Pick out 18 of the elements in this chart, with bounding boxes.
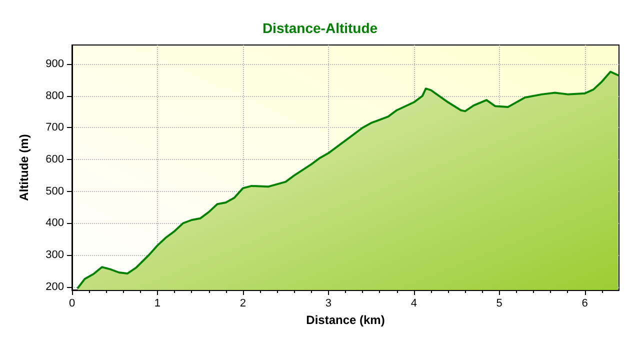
x-tick-label: 4: [410, 298, 417, 310]
y-tick-label: 700: [46, 122, 64, 134]
x-tick-label: 0: [68, 298, 76, 310]
y-tick-label: 600: [46, 154, 64, 166]
y-tick-label: 300: [46, 249, 64, 261]
y-tick-label: 400: [46, 217, 64, 230]
y-tick-label: 500: [46, 185, 64, 198]
x-tick-label: 2: [240, 298, 246, 310]
x-tick-label: 3: [325, 298, 332, 310]
x-axis-title: Distance (km): [306, 313, 385, 327]
chart-title: Distance-Altitude: [262, 20, 378, 36]
y-axis-title: Altitude (m): [17, 134, 31, 201]
x-tick-label: 6: [582, 298, 588, 310]
x-tick-label: 1: [154, 298, 161, 310]
y-tick-label: 900: [46, 58, 64, 70]
y-tick-label: 800: [46, 90, 64, 102]
x-tick-label: 5: [496, 298, 502, 310]
y-tick-label: 200: [46, 280, 64, 293]
